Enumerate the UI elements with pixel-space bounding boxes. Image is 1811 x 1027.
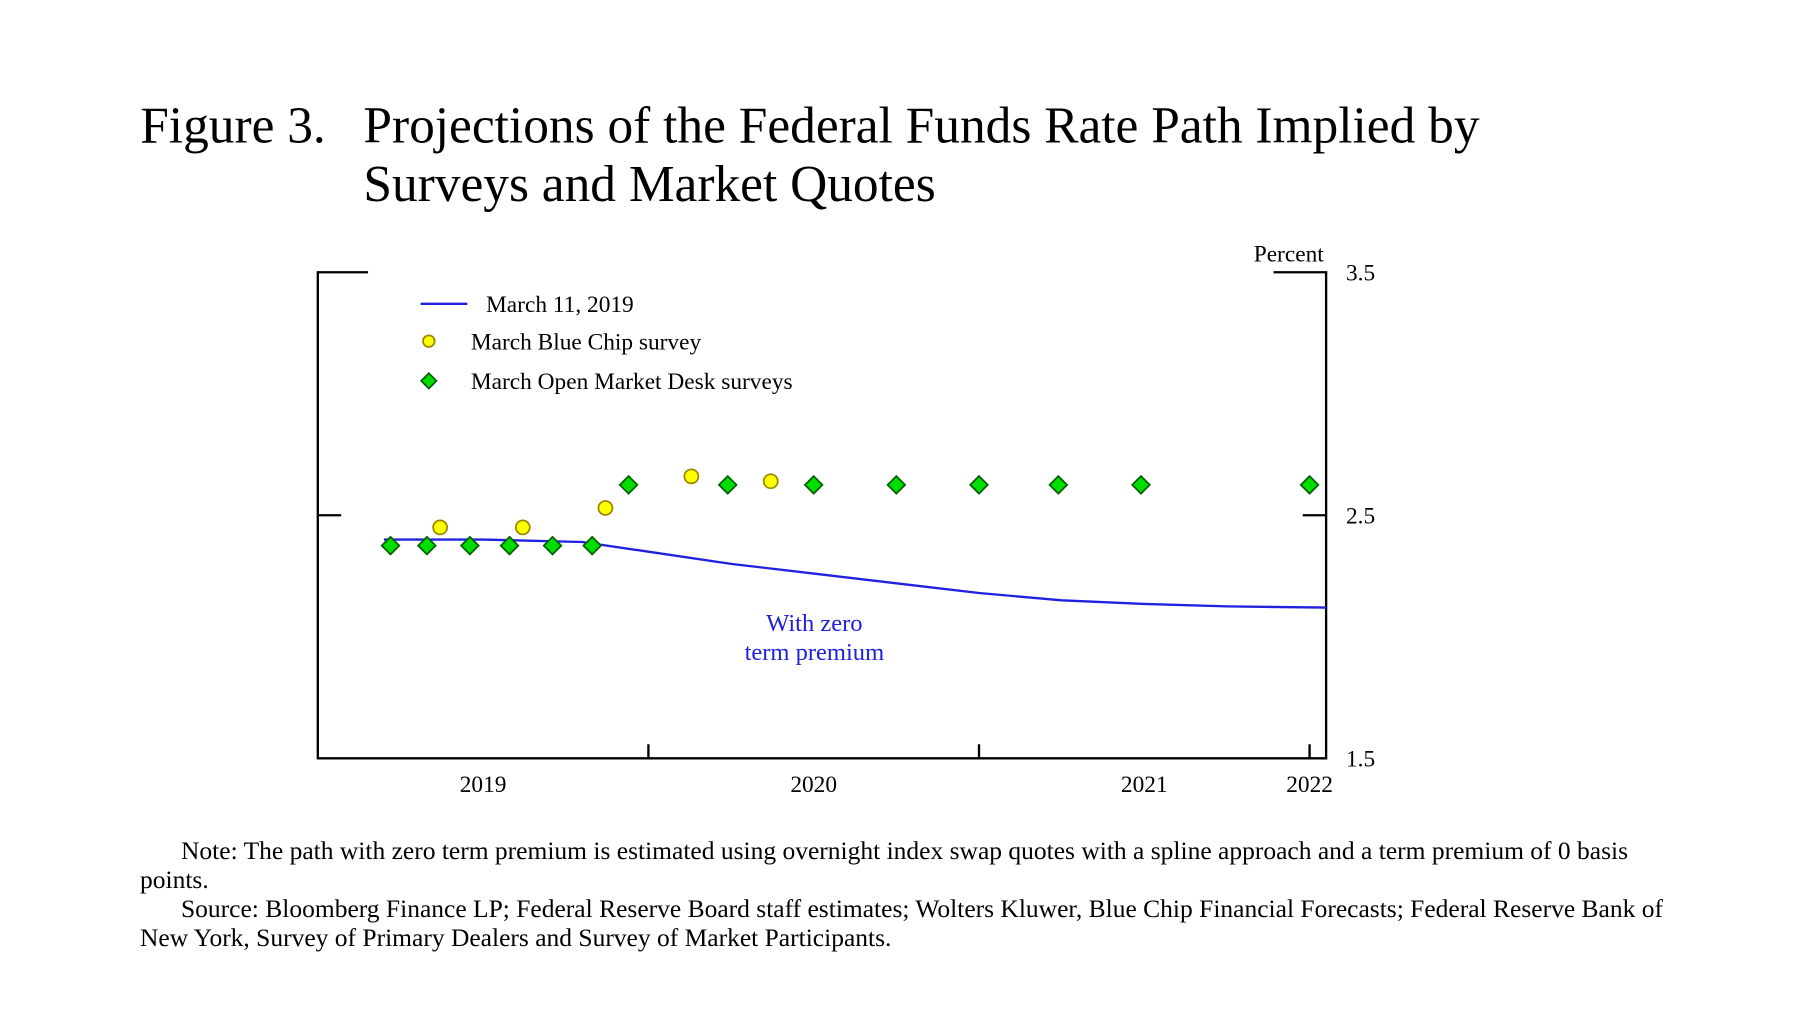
point (1048, 474, 1069, 495)
x-tick-label: 2021 (1121, 772, 1168, 798)
annotation: With zero (766, 610, 862, 637)
line-series (383, 538, 1327, 609)
point (683, 468, 700, 485)
point (459, 535, 480, 556)
legend-label: March Blue Chip survey (471, 329, 702, 355)
point (432, 519, 449, 536)
legend-swatch (422, 334, 436, 348)
point (717, 474, 738, 495)
legend-label: March Open Market Desk surveys (471, 369, 793, 395)
point (618, 474, 639, 495)
legend-swatch (419, 372, 438, 390)
point (968, 474, 989, 495)
point (499, 535, 520, 556)
point (542, 535, 563, 556)
annotation: term premium (745, 639, 885, 666)
point (416, 535, 437, 556)
note: Note: The path with zero term premium is… (140, 836, 1629, 894)
point (597, 500, 614, 516)
x-tick-label: 2022 (1286, 772, 1333, 798)
y-axis-label: Percent (1254, 242, 1325, 268)
y-tick-label: 2.5 (1346, 503, 1375, 529)
axis-frame (316, 271, 1328, 760)
title: Surveys and Market Quotes (363, 156, 935, 213)
point (886, 474, 907, 495)
point (1130, 474, 1151, 495)
frame (316, 271, 1328, 760)
point (582, 535, 603, 556)
notes: Note: The path with zero term premium is… (140, 836, 1665, 952)
point (803, 474, 824, 495)
x-tick-label: 2020 (790, 772, 837, 798)
legend-label: March 11, 2019 (486, 292, 634, 318)
point (1299, 474, 1320, 495)
y-tick-label: 1.5 (1346, 746, 1375, 772)
point (514, 519, 531, 536)
x-tick-label: 2019 (460, 772, 507, 798)
figure-label: Figure 3. (140, 98, 326, 155)
point (762, 473, 779, 490)
title: Projections of the Federal Funds Rate Pa… (363, 98, 1479, 155)
point (380, 535, 401, 556)
y-tick-label: 3.5 (1346, 260, 1375, 286)
source: Source: Bloomberg Finance LP; Federal Re… (140, 894, 1663, 952)
